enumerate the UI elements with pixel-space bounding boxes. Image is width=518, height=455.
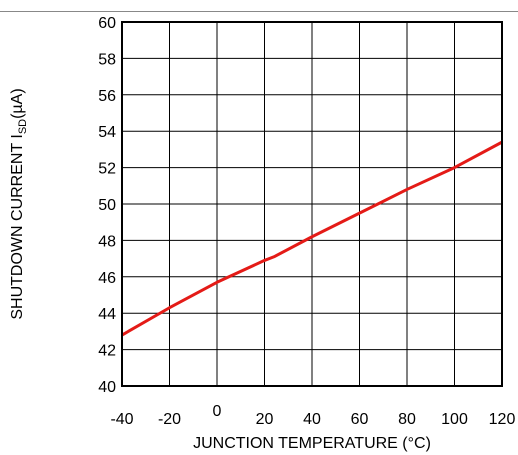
top-border-line bbox=[0, 11, 518, 12]
x-tick-label: -40 bbox=[110, 411, 133, 428]
series-layer bbox=[121, 140, 503, 337]
y-tick-label: 54 bbox=[98, 124, 116, 141]
x-axis-title: JUNCTION TEMPERATURE (°C) bbox=[193, 435, 431, 452]
y-tick-label: 40 bbox=[98, 379, 116, 396]
x-tick-label: 40 bbox=[303, 411, 321, 428]
y-tick-label: 46 bbox=[98, 270, 116, 287]
y-axis-title-unit: (µA) bbox=[9, 88, 26, 119]
x-tick-label: 0 bbox=[213, 403, 222, 420]
y-axis-title-subscript: SD bbox=[17, 119, 29, 134]
x-tick-label: 80 bbox=[398, 411, 416, 428]
y-tick-label: 56 bbox=[98, 88, 116, 105]
grid-lines bbox=[121, 21, 503, 387]
y-axis-title-main: SHUTDOWN CURRENT I bbox=[9, 134, 26, 319]
series-line bbox=[121, 140, 503, 337]
y-tick-label: 42 bbox=[98, 343, 116, 360]
x-tick-label: 60 bbox=[351, 411, 369, 428]
x-tick-labels: -40 -20 0 20 40 60 80 100 120 bbox=[110, 403, 515, 428]
x-tick-label: -20 bbox=[158, 411, 181, 428]
x-tick-label: 20 bbox=[256, 411, 274, 428]
y-tick-label: 50 bbox=[98, 197, 116, 214]
y-tick-label: 58 bbox=[98, 51, 116, 68]
y-tick-label: 44 bbox=[98, 306, 116, 323]
y-axis-title: SHUTDOWN CURRENT ISD(µA) bbox=[9, 88, 29, 319]
x-tick-label: 100 bbox=[441, 411, 468, 428]
y-tick-label: 52 bbox=[98, 161, 116, 178]
y-tick-label: 48 bbox=[98, 233, 116, 250]
plot-frame bbox=[121, 21, 503, 387]
x-tick-label: 120 bbox=[489, 411, 516, 428]
y-tick-labels: 40 42 44 46 48 50 52 54 56 58 60 bbox=[98, 15, 116, 396]
y-tick-label: 60 bbox=[98, 15, 116, 32]
